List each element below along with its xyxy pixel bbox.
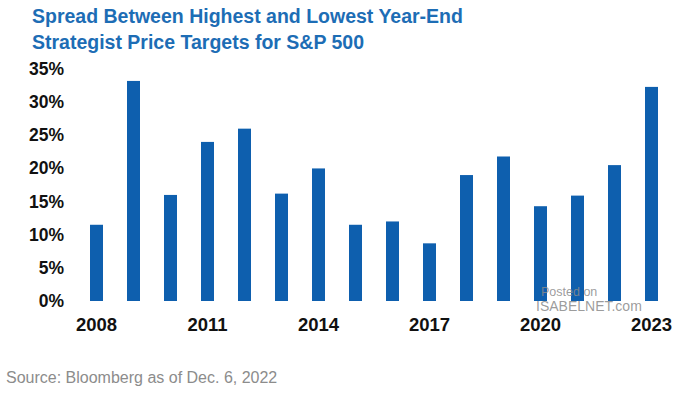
y-tick-label: 10% — [29, 225, 64, 245]
chart-title: Spread Between Highest and Lowest Year-E… — [32, 5, 463, 27]
x-tick-label: 2023 — [631, 314, 672, 335]
bar — [349, 225, 362, 301]
chart-svg: Spread Between Highest and Lowest Year-E… — [0, 0, 700, 400]
annotations: Posted onISABELNET.com — [536, 285, 642, 314]
source-note: Source: Bloomberg as of Dec. 6, 2022 — [6, 369, 277, 386]
x-tick-label: 2017 — [409, 314, 450, 335]
x-axis: 2008 2011 2014 2017 2020 2023 — [76, 314, 672, 335]
chart-container: Spread Between Highest and Lowest Year-E… — [0, 0, 700, 400]
bar — [423, 243, 436, 301]
x-tick-label: 2014 — [298, 314, 340, 335]
y-tick-label: 35% — [29, 59, 64, 79]
bar — [386, 221, 399, 301]
y-tick-label: 5% — [39, 258, 65, 278]
bar — [201, 142, 214, 301]
y-tick-label: 15% — [29, 192, 64, 212]
bar — [645, 87, 658, 301]
bar — [312, 168, 325, 301]
y-axis: 0% 5% 10% 15% 20% 25% 30% 35% — [29, 59, 64, 311]
chart-title: Strategist Price Targets for S&P 500 — [32, 31, 364, 53]
x-tick-label: 2011 — [187, 314, 227, 335]
y-tick-label: 0% — [39, 291, 65, 311]
x-tick-label: 2020 — [520, 314, 561, 335]
bar — [275, 194, 288, 301]
bar — [608, 165, 621, 301]
bar — [460, 175, 473, 301]
bar — [90, 225, 103, 301]
bar — [127, 81, 140, 301]
bar — [497, 156, 510, 301]
y-tick-label: 20% — [29, 158, 64, 178]
watermark: Posted on — [541, 285, 597, 299]
bars — [90, 81, 658, 301]
y-tick-label: 25% — [29, 125, 64, 145]
watermark: ISABELNET.com — [536, 298, 642, 314]
x-tick-label: 2008 — [76, 314, 117, 335]
bar — [238, 129, 251, 301]
y-tick-label: 30% — [29, 92, 64, 112]
bar — [164, 195, 177, 301]
